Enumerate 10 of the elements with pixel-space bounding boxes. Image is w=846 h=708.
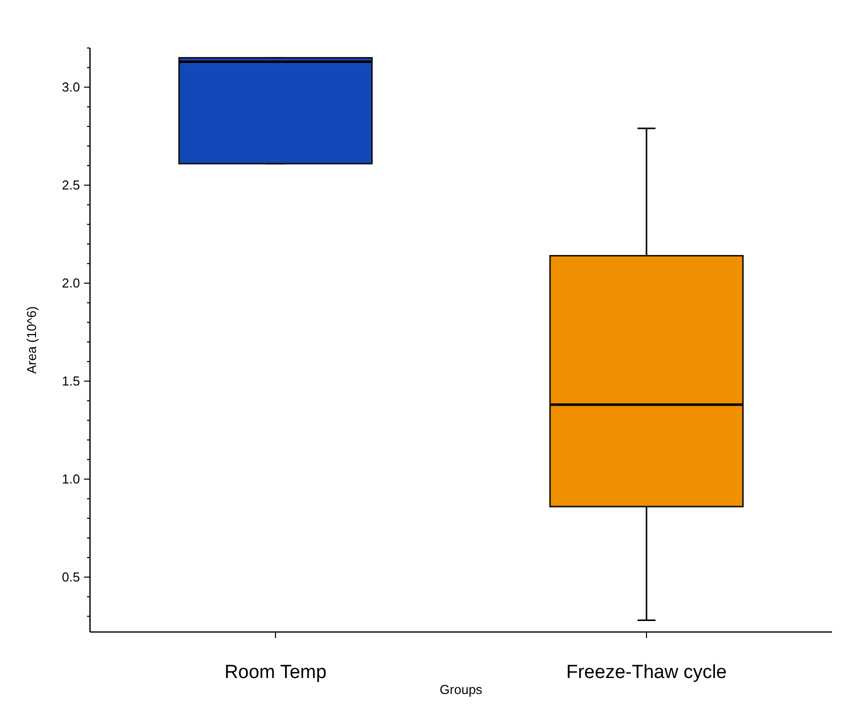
x-tick-label: Room Temp [224, 662, 327, 683]
y-tick-label: 2.0 [62, 276, 80, 291]
y-axis-title: Area (10^6) [24, 306, 39, 374]
y-tick-label: 0.5 [62, 570, 80, 585]
y-tick-label: 1.0 [62, 472, 80, 487]
y-tick-label: 1.5 [62, 374, 80, 389]
y-tick-label: 3.0 [62, 80, 80, 95]
y-tick-label: 2.5 [62, 178, 80, 193]
x-axis-title: Groups [440, 682, 483, 697]
x-tick-label: Freeze-Thaw cycle [566, 662, 727, 683]
